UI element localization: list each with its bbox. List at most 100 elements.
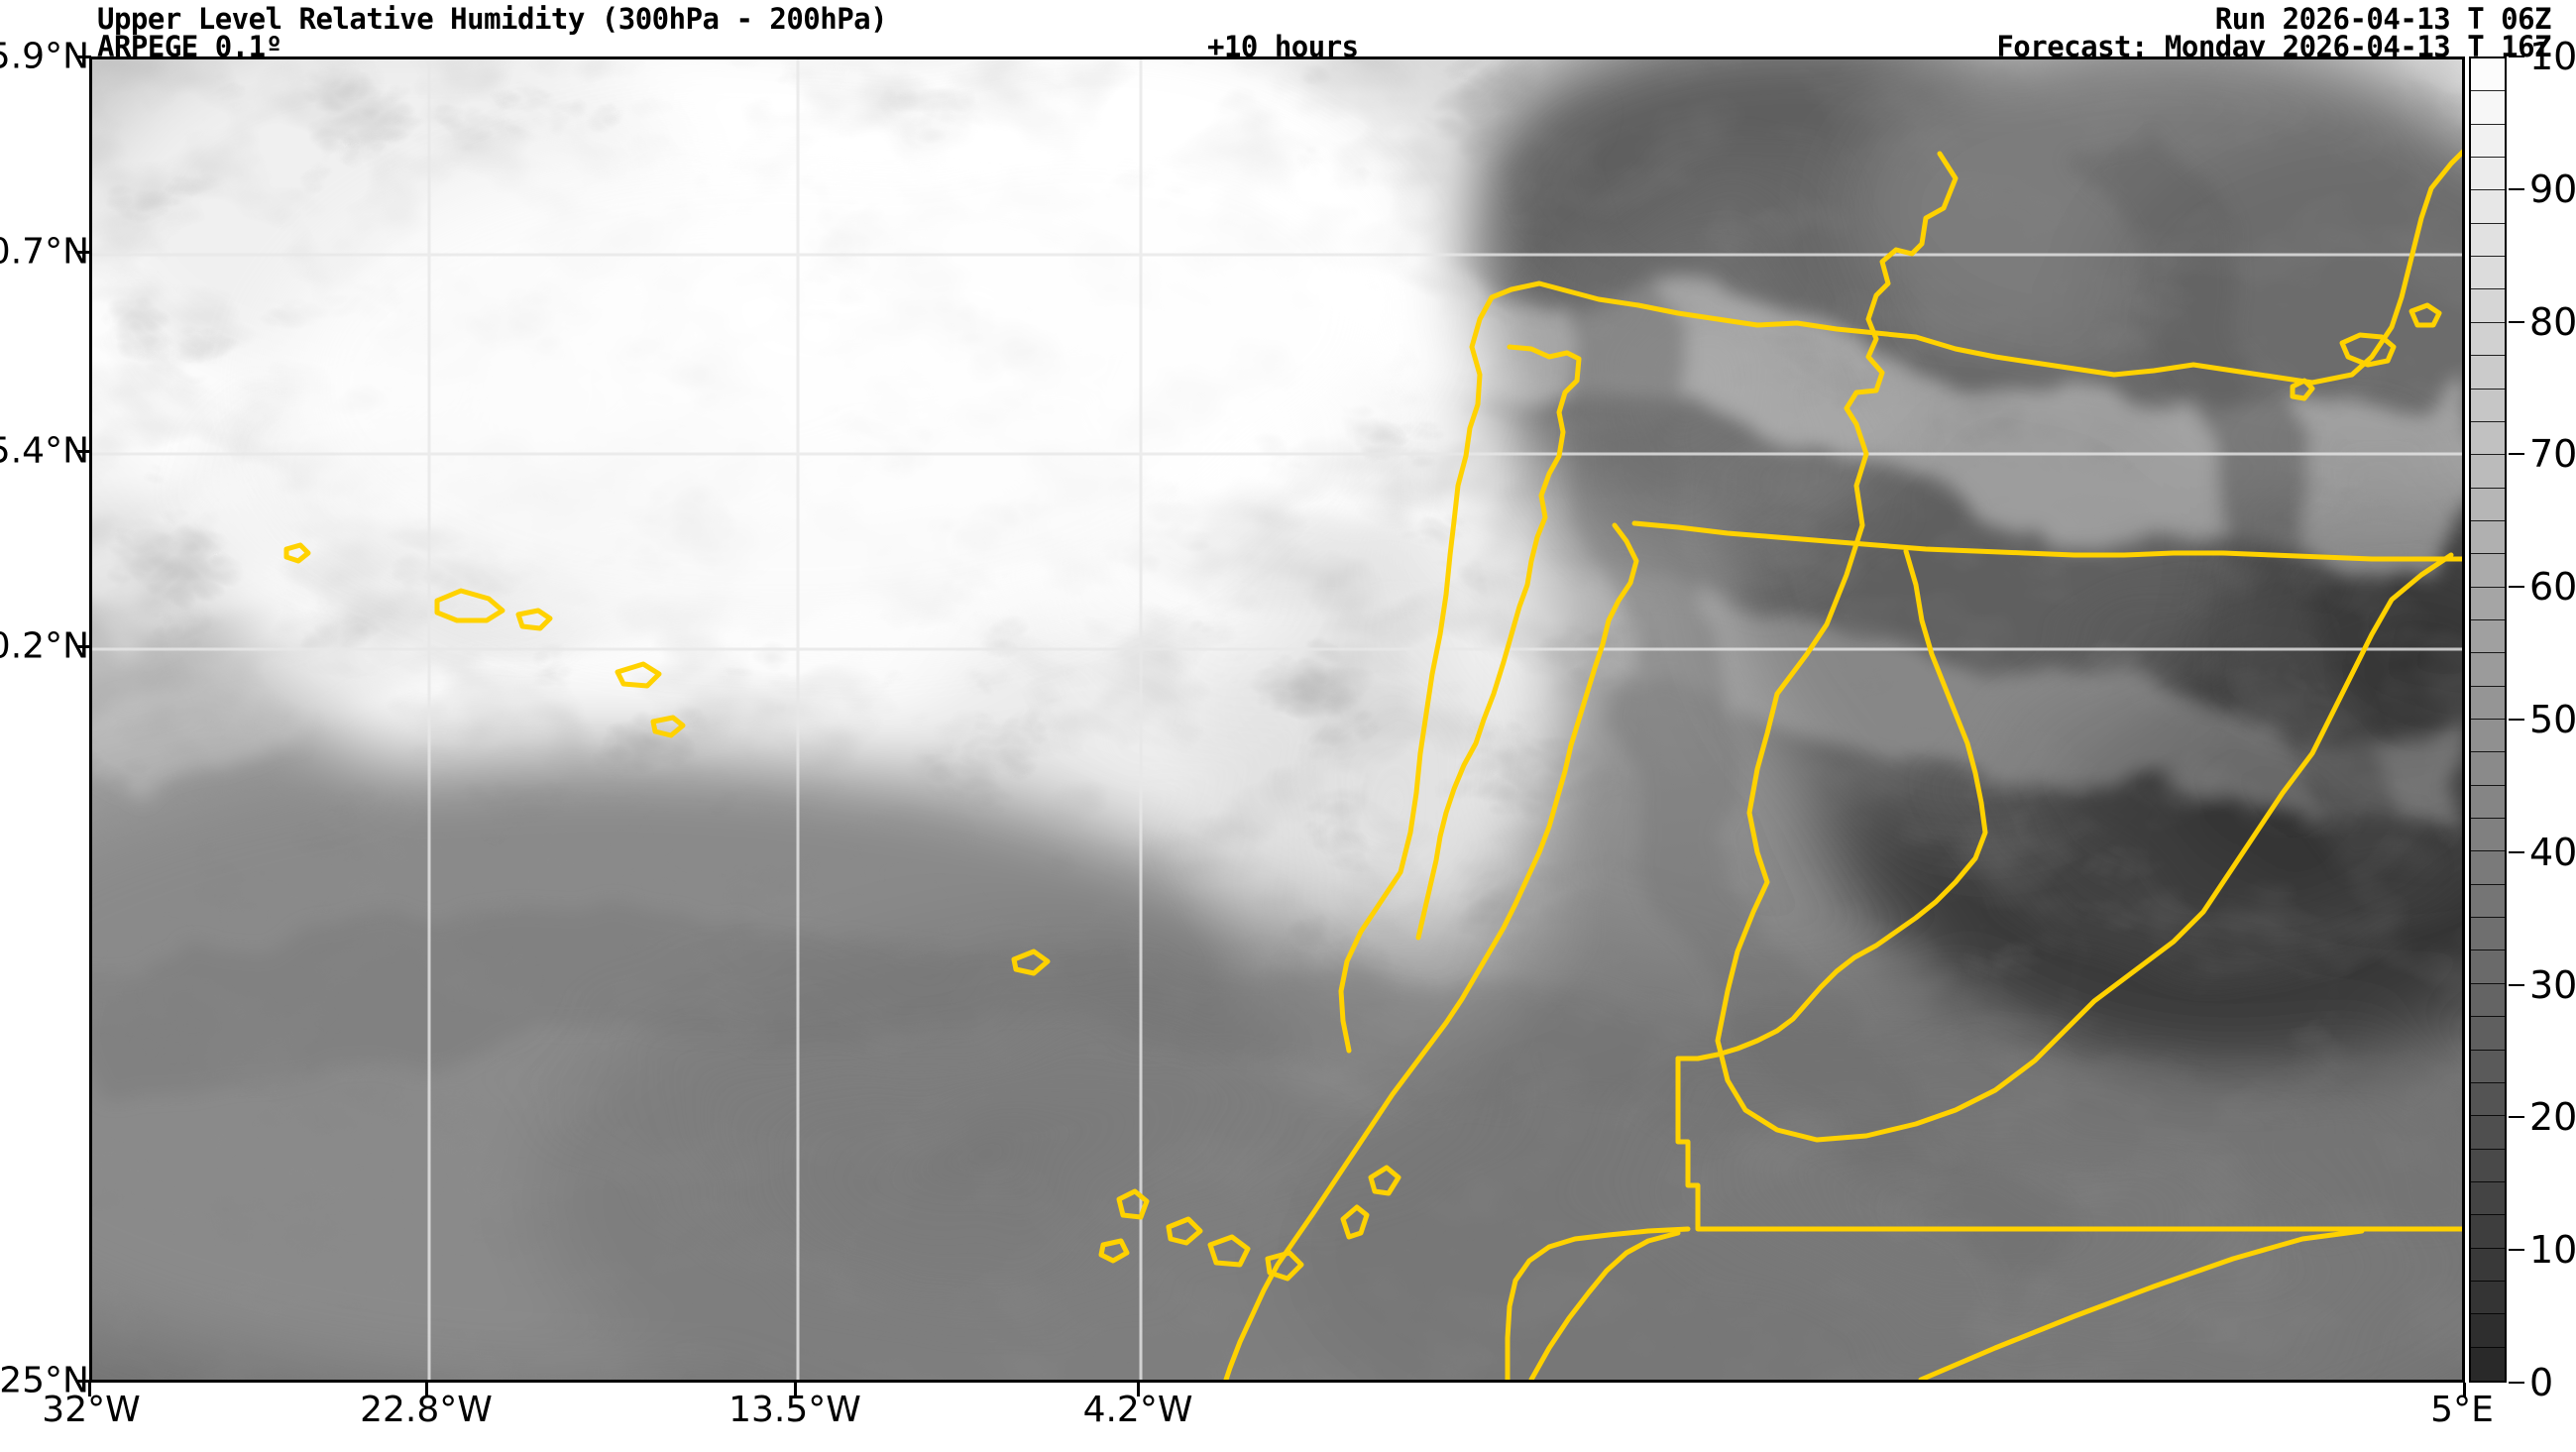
iberia-coast-west — [1715, 151, 2454, 1143]
colorbar-band — [2471, 158, 2505, 191]
colorbar-band — [2471, 1347, 2505, 1381]
colorbar-band-divider — [2471, 454, 2505, 456]
x-tick-mark-32w — [88, 1383, 91, 1396]
y-tick-mark-25 — [77, 1380, 91, 1383]
island-c-outline — [615, 661, 662, 689]
colorbar-tick-label-40: 40 — [2529, 830, 2576, 874]
colorbar-band — [2471, 289, 2505, 323]
map-header: Upper Level Relative Humidity (300hPa - … — [0, 0, 2576, 63]
canary-tenerife-outline — [1207, 1234, 1251, 1268]
colorbar-tick-label-60: 60 — [2529, 565, 2576, 610]
colorbar-band — [2471, 851, 2505, 885]
colorbar-band — [2471, 322, 2505, 357]
colorbar-band — [2471, 190, 2505, 224]
x-tick-mark-5e — [2463, 1383, 2466, 1396]
x-tick-mark-13-5w — [794, 1383, 797, 1396]
colorbar-band-divider — [2471, 784, 2505, 786]
colorbar-band — [2471, 752, 2505, 786]
colorbar-tick-mark-50 — [2509, 719, 2524, 721]
canary-fuerteventura-outline — [1340, 1204, 1370, 1240]
colorbar-band-divider — [2471, 519, 2505, 521]
colorbar-band — [2471, 488, 2505, 521]
x-tick-label-32w: 32°W — [42, 1390, 141, 1430]
colorbar-tick-label-50: 50 — [2529, 698, 2576, 741]
canary-lanzarote-outline — [1368, 1165, 1401, 1196]
colorbar-band-divider — [2471, 818, 2505, 820]
island-d-outline — [650, 715, 686, 738]
colorbar-band — [2471, 1181, 2505, 1216]
colorbar-tick-label-70: 70 — [2529, 432, 2576, 477]
map-canvas[interactable] — [89, 56, 2465, 1383]
colorbar-band — [2471, 653, 2505, 687]
colorbar-band — [2471, 1248, 2505, 1282]
colorbar-band — [2471, 1314, 2505, 1348]
mallorca-outline — [2339, 332, 2397, 368]
colorbar-band-divider — [2471, 1115, 2505, 1117]
island-e-outline — [1011, 949, 1051, 976]
coastline-overlay — [283, 149, 2462, 1380]
colorbar-tick-mark-30 — [2509, 983, 2524, 986]
colorbar-tick-label-30: 30 — [2529, 962, 2576, 1007]
colorbar-band-divider — [2471, 157, 2505, 159]
colorbar-band-divider — [2471, 652, 2505, 654]
y-tick-mark-35-4 — [77, 450, 91, 453]
colorbar-band — [2471, 918, 2505, 951]
colorbar-band-divider — [2471, 618, 2505, 620]
colorbar-band-divider — [2471, 256, 2505, 258]
colorbar-band — [2471, 1050, 2505, 1083]
colorbar-tick-mark-20 — [2509, 1116, 2524, 1119]
colorbar-tick-mark-60 — [2509, 586, 2524, 589]
canary-hierro-outline — [1098, 1238, 1130, 1264]
y-tick-mark-30-2 — [77, 645, 91, 648]
colorbar-band-divider — [2471, 586, 2505, 588]
colorbar-band-divider — [2471, 850, 2505, 852]
colorbar-band-divider — [2471, 1180, 2505, 1182]
colorbar-band-divider — [2471, 553, 2505, 555]
x-tick-label-5e: 5°E — [2430, 1390, 2494, 1430]
colorbar-band — [2471, 720, 2505, 753]
sahara-inner-border — [1528, 1230, 1681, 1380]
colorbar-band-divider — [2471, 1280, 2505, 1282]
colorbar-band — [2471, 455, 2505, 489]
colorbar-band — [2471, 257, 2505, 290]
portugal-spain-border — [1415, 344, 1582, 941]
model-run-label: Run 2026-04-13 T 06Z — [2214, 2, 2552, 36]
x-tick-mark-22-8w — [425, 1383, 428, 1396]
north-africa-mediterranean-coast — [1631, 520, 2462, 562]
page-title: Upper Level Relative Humidity (300hPa - … — [97, 2, 888, 36]
colorbar-band — [2471, 1149, 2505, 1182]
colorbar-band — [2471, 1281, 2505, 1315]
colorbar-band-divider — [2471, 355, 2505, 357]
portugal-west-coast — [1338, 286, 1514, 1054]
morocco-algeria-border — [1675, 548, 1988, 1061]
colorbar-band — [2471, 1116, 2505, 1150]
colorbar-band — [2471, 785, 2505, 820]
canary-gomera-outline — [1166, 1216, 1203, 1246]
colorbar-band-divider — [2471, 751, 2505, 753]
colorbar-band — [2471, 686, 2505, 720]
colorbar-band-divider — [2471, 1214, 2505, 1216]
colorbar-band-divider — [2471, 189, 2505, 191]
colorbar-band — [2471, 223, 2505, 258]
canary-lapalma-outline — [1116, 1188, 1150, 1220]
colorbar-band-divider — [2471, 1049, 2505, 1051]
colorbar-band-divider — [2471, 982, 2505, 984]
colorbar-band-divider — [2471, 222, 2505, 224]
colorbar-tick-label-90: 90 — [2529, 167, 2576, 211]
colorbar-band-divider — [2471, 420, 2505, 422]
colorbar[interactable] — [2469, 56, 2507, 1383]
colorbar-band-divider — [2471, 1247, 2505, 1249]
colorbar-band — [2471, 950, 2505, 984]
colorbar-tick-mark-70 — [2509, 453, 2524, 456]
colorbar-band — [2471, 1017, 2505, 1051]
morocco-atlantic-coast — [1223, 522, 1639, 1380]
colorbar-band-divider — [2471, 1148, 2505, 1150]
y-tick-label-45-9: 45.9°N — [0, 36, 89, 77]
colorbar-tick-label-20: 20 — [2529, 1095, 2576, 1140]
colorbar-tick-mark-80 — [2509, 320, 2524, 323]
colorbar-band — [2471, 520, 2505, 555]
canary-grancanaria-outline — [1265, 1250, 1304, 1282]
colorbar-band-divider — [2471, 719, 2505, 720]
north-iberia-france-coast — [1509, 149, 2462, 386]
